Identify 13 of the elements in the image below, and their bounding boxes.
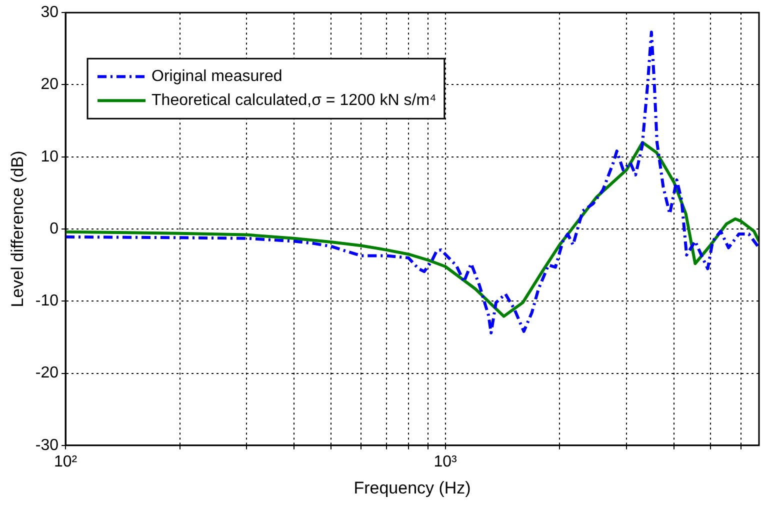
y-tick-label: -10 — [35, 292, 59, 310]
y-axis-title: Level difference (dB) — [8, 150, 27, 308]
x-tick-label: 10² — [54, 453, 78, 470]
y-tick-label: 30 — [40, 4, 59, 22]
y-tick-label: 20 — [40, 76, 59, 94]
y-tick-label: 10 — [40, 148, 59, 166]
legend-label: Theoretical calculated,σ = 1200 kN s/m⁴ — [152, 92, 437, 110]
y-tick-label: -30 — [35, 436, 59, 454]
y-tick-label: 0 — [50, 220, 59, 238]
y-tick-label: -20 — [35, 364, 59, 382]
x-tick-label: 10³ — [434, 453, 458, 470]
legend-label: Original measured — [152, 68, 282, 86]
x-axis-title: Frequency (Hz) — [354, 478, 471, 498]
